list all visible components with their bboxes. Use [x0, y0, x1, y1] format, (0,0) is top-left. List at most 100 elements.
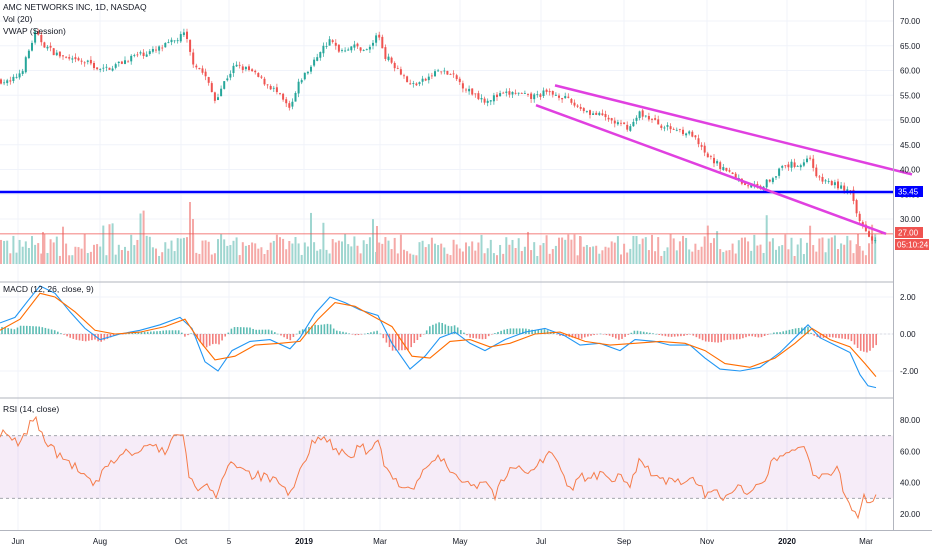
volume-bar — [46, 252, 49, 264]
candle-body — [663, 127, 666, 129]
time-tick-label: Aug — [93, 537, 107, 546]
macd-histogram-bar — [422, 334, 425, 335]
macd-histogram-bar — [292, 334, 295, 338]
macd-histogram-bar — [305, 328, 307, 334]
volume-bar — [27, 247, 30, 264]
volume-bar — [390, 249, 393, 264]
macd-histogram-bar — [137, 332, 140, 334]
candle-body — [412, 83, 415, 84]
volume-bar — [489, 239, 492, 264]
volume-bar — [244, 245, 247, 264]
macd-histogram-bar — [785, 330, 788, 334]
volume-bar — [536, 255, 539, 264]
candle-body — [570, 98, 573, 103]
macd-histogram-bar — [69, 334, 71, 338]
volume-bar — [179, 238, 182, 264]
macd-histogram-bar — [714, 334, 716, 343]
candle-body — [102, 67, 105, 69]
volume-bar — [192, 219, 194, 264]
candle-body — [492, 95, 495, 102]
volume-bar — [582, 246, 585, 264]
macd-pane — [0, 285, 893, 389]
volume-bar — [675, 250, 678, 264]
macd-histogram-bar — [252, 328, 254, 334]
candle-body — [418, 82, 421, 85]
macd-histogram-bar — [509, 328, 512, 334]
volume-bar — [539, 245, 542, 264]
volume-bar — [334, 242, 337, 264]
candle-body — [809, 157, 812, 159]
volume-bar — [133, 245, 136, 264]
macd-histogram-bar — [633, 330, 636, 334]
volume-bar — [279, 237, 281, 264]
macd-histogram-bar — [47, 328, 50, 334]
candle-body — [545, 89, 548, 92]
volume-bar — [136, 239, 139, 264]
candle-body — [396, 67, 399, 69]
macd-histogram-bar — [233, 327, 236, 334]
candle-body — [539, 94, 542, 97]
candle-body — [517, 92, 520, 94]
volume-bar — [517, 238, 520, 264]
volume-bar — [282, 238, 285, 264]
candle-body — [15, 76, 18, 78]
candle-body — [620, 122, 622, 124]
volume-bar — [579, 236, 581, 264]
candle-body — [871, 236, 874, 241]
volume-bar — [40, 253, 43, 264]
macd-histogram-bar — [875, 334, 877, 346]
countdown-label: 05:10:24 — [897, 241, 929, 250]
candle-body — [821, 176, 824, 182]
last-price-marker — [895, 227, 923, 238]
candle-body — [651, 119, 653, 120]
volume-bar — [260, 247, 263, 264]
volume-bar — [570, 239, 573, 264]
macd-histogram-bar — [723, 334, 726, 341]
volume-bar — [418, 242, 421, 264]
macd-histogram-bar — [763, 334, 766, 336]
macd-histogram-bar — [494, 333, 496, 334]
macd-histogram-bar — [859, 334, 862, 351]
macd-histogram-bar — [667, 334, 670, 337]
candle-body — [170, 39, 173, 43]
macd-histogram-bar — [447, 325, 450, 334]
candle-body — [176, 40, 179, 42]
volume-bar — [682, 235, 684, 264]
macd-histogram-bar — [342, 331, 344, 334]
volume-bar — [186, 237, 188, 264]
volume-bar — [573, 234, 576, 264]
macd-histogram-bar — [726, 334, 729, 340]
candle-body — [80, 60, 83, 62]
volume-bar — [427, 244, 430, 264]
candle-body — [142, 52, 145, 57]
grid-layer — [0, 0, 893, 530]
macd-histogram-bar — [41, 327, 44, 334]
macd-histogram-bar — [615, 334, 617, 339]
macd-histogram-bar — [410, 334, 412, 348]
volume-bar — [93, 244, 95, 264]
volume-bar — [173, 251, 176, 264]
volume-bar — [102, 225, 105, 264]
price-tick-label: 55.00 — [900, 91, 921, 100]
candle-body — [846, 189, 849, 191]
candle-body — [306, 71, 309, 74]
macd-histogram-bar — [577, 334, 580, 340]
volume-bar — [781, 245, 784, 264]
candle-body — [254, 70, 257, 73]
rsi-tick-label: 80.00 — [900, 416, 921, 425]
volume-bar — [372, 219, 374, 264]
candle-body — [3, 82, 6, 84]
support-price-label: 35.45 — [898, 188, 919, 197]
volume-bar — [610, 241, 613, 264]
price-tick-label: 50.00 — [900, 116, 921, 125]
candle-body — [548, 91, 551, 93]
volume-bar — [871, 224, 874, 264]
volume-bar — [644, 237, 647, 264]
volume-bar — [257, 248, 260, 264]
volume-bar — [554, 245, 557, 264]
volume-bar — [508, 244, 511, 264]
macd-histogram-bar — [804, 327, 806, 334]
volume-bar — [6, 240, 9, 264]
candle-body — [542, 90, 545, 96]
macd-histogram-bar — [711, 334, 713, 343]
